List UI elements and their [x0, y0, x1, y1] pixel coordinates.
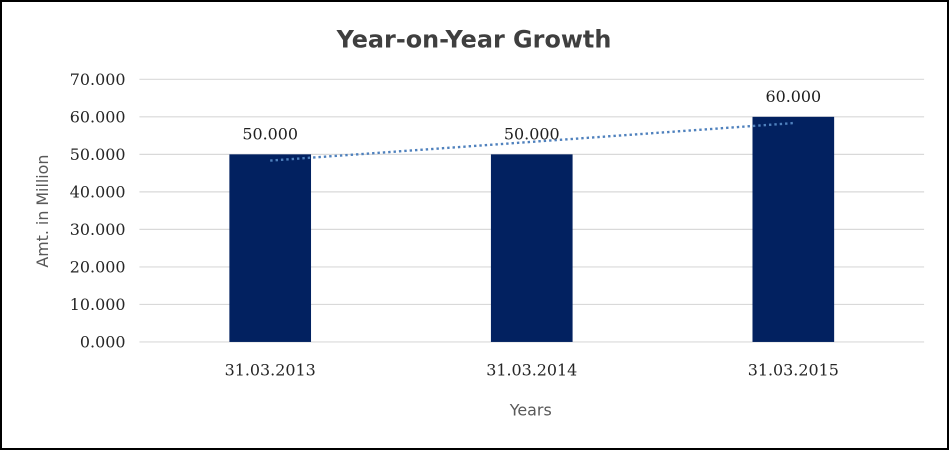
bar — [229, 154, 312, 342]
x-category-label: 31.03.2013 — [225, 361, 316, 380]
y-tick-label: 20.000 — [70, 257, 126, 276]
y-tick-label: 50.000 — [70, 145, 126, 164]
x-category-label: 31.03.2014 — [486, 361, 577, 380]
bars-group — [229, 116, 835, 342]
x-axis-title: Years — [509, 400, 552, 419]
x-category-label: 31.03.2015 — [748, 361, 839, 380]
trendline-group — [270, 121, 794, 162]
data-labels-group: 50.000 50.000 60.000 — [242, 87, 821, 143]
y-tick-label: 0.000 — [80, 332, 126, 351]
y-tick-label: 30.000 — [70, 220, 126, 239]
data-label: 60.000 — [765, 87, 821, 106]
data-label: 50.000 — [242, 125, 298, 144]
trendline — [270, 121, 794, 162]
chart-title: Year-on-Year Growth — [336, 26, 612, 54]
y-tick-label: 10.000 — [70, 295, 126, 314]
bar — [490, 154, 573, 342]
data-label: 50.000 — [504, 125, 560, 144]
y-tick-labels-group: 0.000 10.000 20.000 30.000 40.000 50.000 60.00… — [70, 70, 126, 352]
bar — [752, 116, 835, 342]
y-tick-label: 60.000 — [70, 107, 126, 126]
y-tick-label: 70.000 — [70, 70, 126, 89]
x-category-labels-group: 31.03.2013 31.03.2014 31.03.2015 — [225, 361, 839, 380]
y-axis-title: Amt. in Million — [33, 155, 52, 268]
y-tick-label: 40.000 — [70, 182, 126, 201]
